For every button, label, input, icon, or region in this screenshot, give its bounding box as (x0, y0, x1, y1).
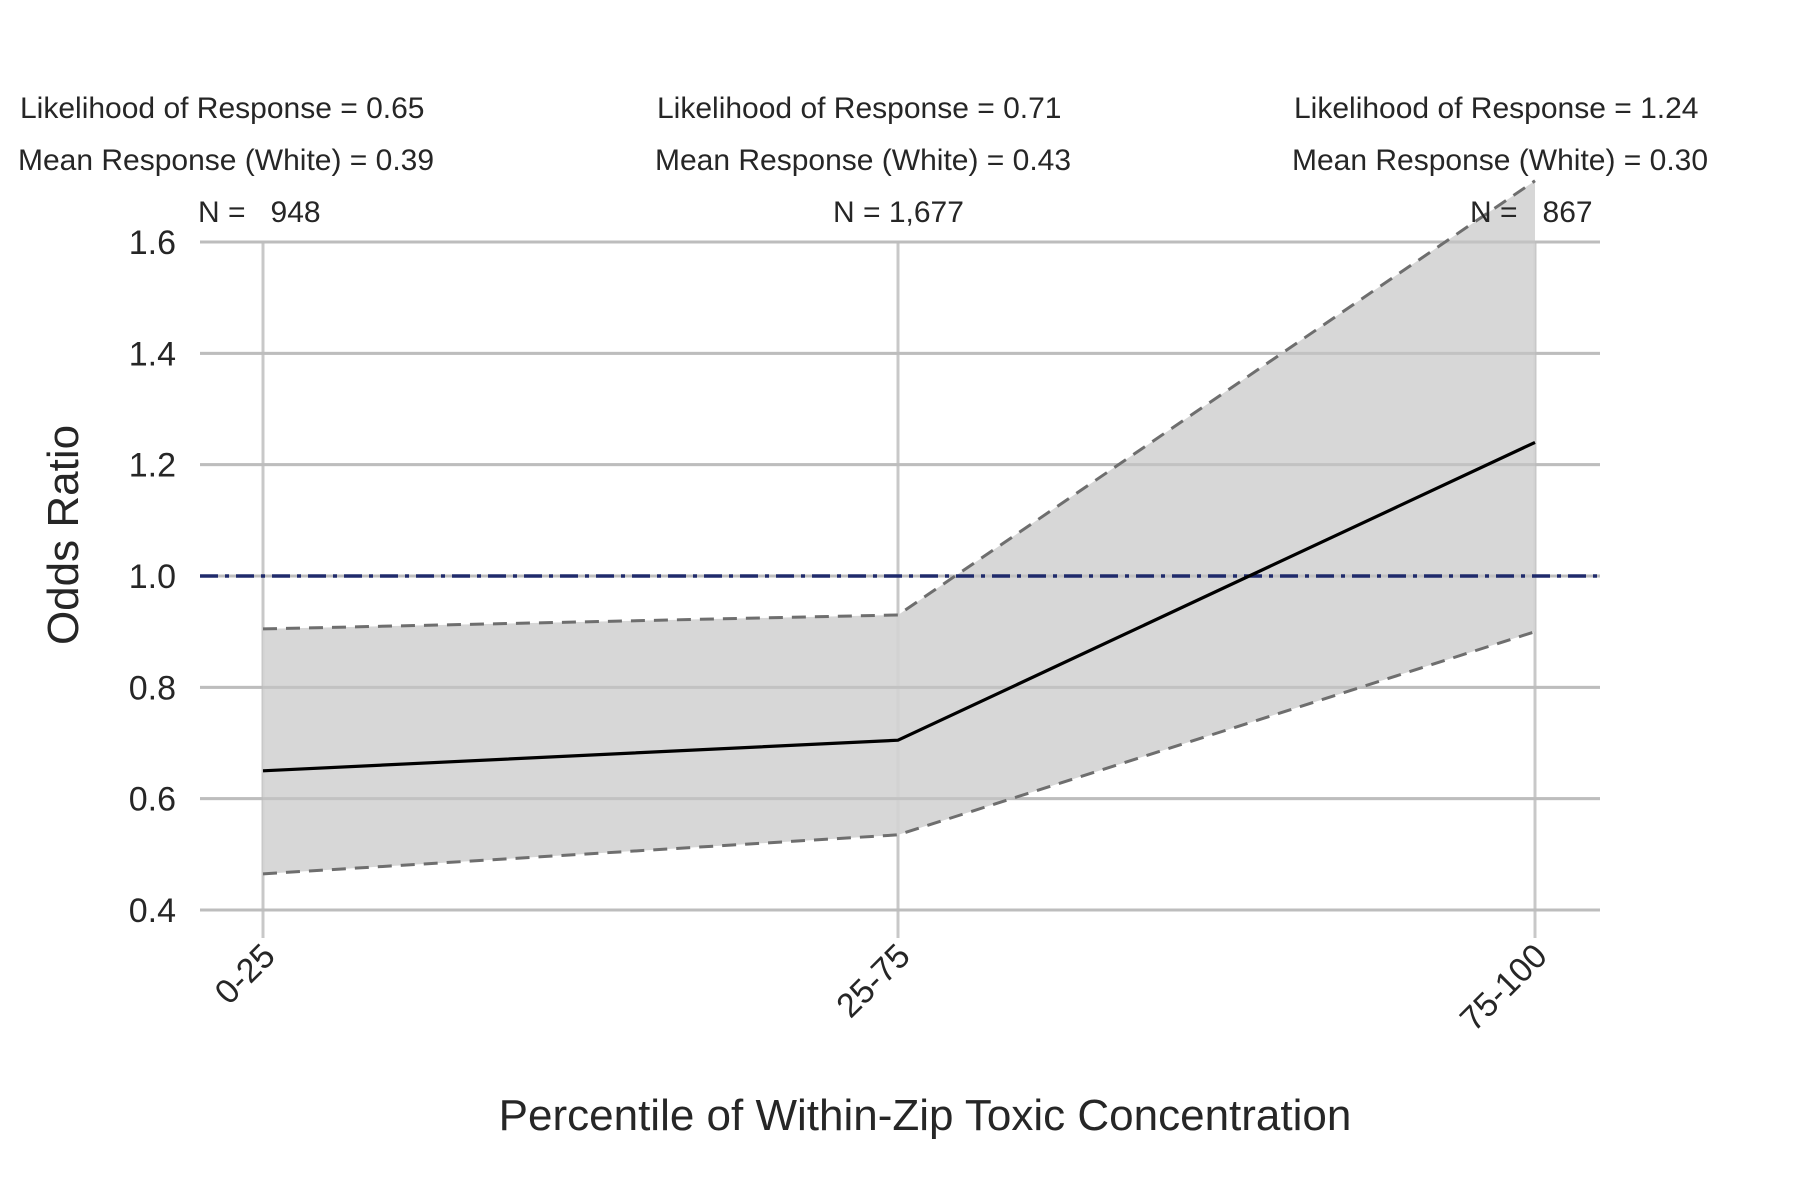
y-tick-label: 1.6 (129, 224, 176, 262)
upper-bound-line (262, 179, 1536, 631)
likelihood-annotation: Likelihood of Response = 1.24 (1294, 92, 1698, 125)
likelihood-annotation: Likelihood of Response = 0.65 (20, 92, 424, 125)
y-axis-label: Odds Ratio (39, 425, 88, 645)
y-tick-label: 0.4 (129, 892, 176, 930)
y-tick-label: 1.4 (129, 335, 176, 373)
mean-response-annotation: Mean Response (White) = 0.43 (655, 144, 1071, 177)
y-tick-label: 0.8 (129, 669, 176, 707)
y-axis-ticks: 0.4 0.6 0.8 1.0 1.2 1.4 1.6 (129, 224, 176, 930)
confidence-band (200, 179, 1600, 912)
x-tick-label: 75-100 (1453, 937, 1555, 1039)
n-annotation: N = 948 (198, 196, 321, 229)
likelihood-annotation: Likelihood of Response = 0.71 (657, 92, 1061, 125)
mean-response-annotation: Mean Response (White) = 0.30 (1292, 144, 1708, 177)
x-tick-label: 0-25 (208, 937, 283, 1012)
lower-bound-line (262, 630, 1536, 876)
n-annotation: N = 1,677 (833, 196, 964, 229)
x-axis-ticks: 0-25 25-75 75-100 (208, 937, 1555, 1039)
confidence-band-area (263, 180, 1535, 874)
x-axis-label: Percentile of Within-Zip Toxic Concentra… (499, 1091, 1352, 1140)
mean-response-annotation: Mean Response (White) = 0.39 (18, 144, 434, 177)
y-tick-label: 1.2 (129, 447, 176, 485)
category-annotations: Likelihood of Response = 0.65 Mean Respon… (18, 92, 1708, 229)
series-layer (262, 440, 1536, 773)
n-annotation: N = 867 (1470, 196, 1593, 229)
y-tick-label: 1.0 (129, 558, 176, 596)
x-tick-label: 25-75 (829, 937, 917, 1025)
y-tick-label: 0.6 (129, 781, 176, 819)
